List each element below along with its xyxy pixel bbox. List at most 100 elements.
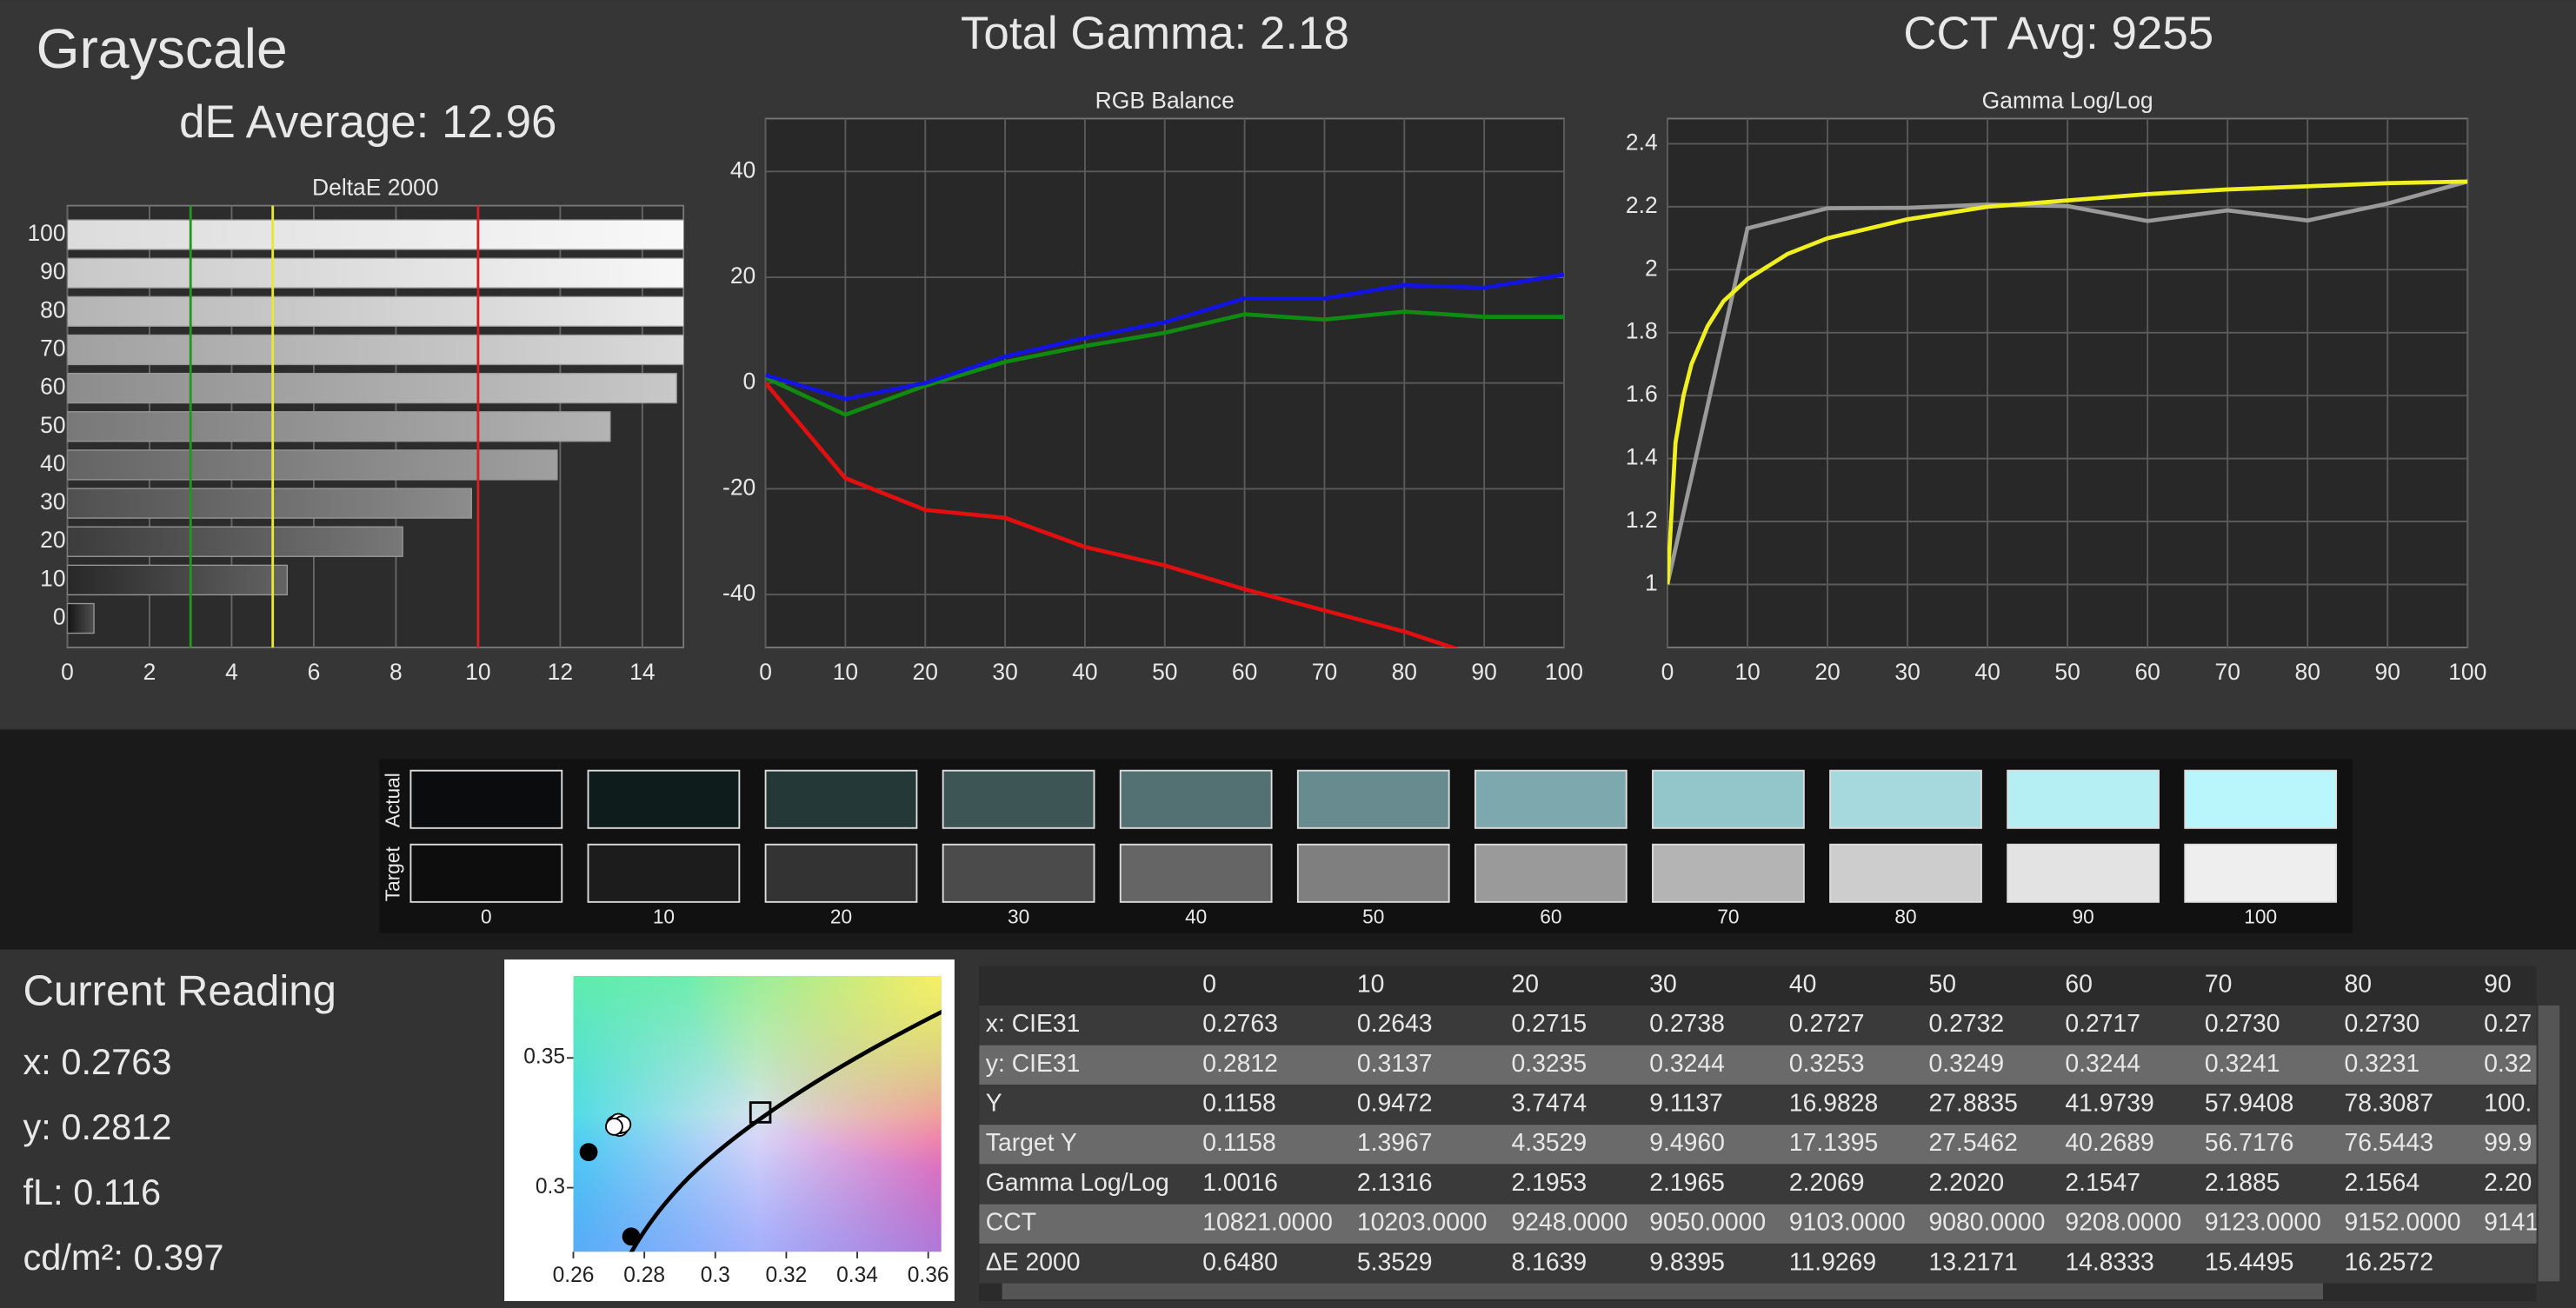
table-cell: 2.1316 bbox=[1357, 1169, 1433, 1197]
table-cell: 2.1564 bbox=[2345, 1169, 2420, 1197]
x-tick-label: 4 bbox=[225, 659, 238, 685]
table-cell: 16.9828 bbox=[1789, 1090, 1878, 1118]
series-line bbox=[1667, 179, 2468, 585]
x-tick-label: 20 bbox=[1814, 659, 1840, 685]
table-cell: 1.3967 bbox=[1357, 1129, 1433, 1157]
table-cell: 11.9269 bbox=[1789, 1248, 1876, 1276]
actual-swatch bbox=[942, 769, 1095, 829]
x-tick-label: 70 bbox=[2214, 659, 2240, 685]
bar bbox=[67, 219, 684, 250]
table-cell: 9248.0000 bbox=[1511, 1209, 1627, 1237]
table-cell: 0.2763 bbox=[1202, 1010, 1278, 1038]
reading-line: y: 0.2812 bbox=[23, 1106, 171, 1147]
x-tick-label: 60 bbox=[1232, 659, 1257, 685]
target-swatch bbox=[2007, 843, 2160, 903]
table-cell: 9080.0000 bbox=[1928, 1209, 2045, 1237]
x-tick-label: 50 bbox=[1152, 659, 1177, 685]
swatch-label: 20 bbox=[830, 906, 852, 928]
plot-layer: 0 10 20 30 40 50 60 70 80 90 x: CIE31 0.2763 0.2643 0… bbox=[979, 971, 2537, 1284]
y-tick-label: 0 bbox=[53, 604, 66, 630]
series-line bbox=[765, 272, 1564, 402]
table-cell: 78.3087 bbox=[2345, 1090, 2433, 1118]
x-tick-label: 40 bbox=[1072, 659, 1097, 685]
swatch-label: 90 bbox=[2072, 906, 2093, 928]
table-cell: 0.2730 bbox=[2205, 1010, 2280, 1038]
table-cell: Y bbox=[986, 1090, 1002, 1118]
table-cell: 100. bbox=[2484, 1090, 2532, 1118]
point bbox=[605, 1117, 623, 1136]
y-tick-label: 2.2 bbox=[1626, 192, 1658, 218]
scrollbar[interactable] bbox=[2538, 1005, 2560, 1282]
table-header: 70 bbox=[2205, 971, 2233, 999]
actual-swatch bbox=[2007, 769, 2160, 829]
chart-title: Gamma Log/Log bbox=[1982, 88, 2153, 114]
target-point bbox=[749, 1101, 772, 1124]
bar bbox=[67, 526, 403, 557]
bar bbox=[67, 411, 611, 442]
table-cell: 0.1158 bbox=[1202, 1129, 1276, 1157]
y-tick-label: 40 bbox=[730, 156, 755, 183]
x-tick-label: 12 bbox=[548, 659, 573, 685]
y-tick-label: 10 bbox=[40, 565, 65, 591]
y-tick-label: 100 bbox=[27, 220, 65, 246]
table-cell: 14.8333 bbox=[2065, 1248, 2153, 1276]
chart-title: RGB Balance bbox=[1095, 88, 1235, 114]
table-cell: 9.1137 bbox=[1649, 1090, 1723, 1118]
plot-layer bbox=[1667, 179, 2468, 585]
table-cell: y: CIE31 bbox=[986, 1050, 1081, 1078]
target-swatch bbox=[587, 843, 741, 903]
table-cell: 10203.0000 bbox=[1357, 1209, 1488, 1237]
table-cell: 2.20 bbox=[2484, 1169, 2532, 1197]
y-tick-label: 30 bbox=[40, 488, 65, 515]
table-header: 40 bbox=[1789, 971, 1817, 999]
bar bbox=[67, 564, 289, 596]
table-cell: 0.2730 bbox=[2345, 1010, 2420, 1038]
table-cell: 1.0016 bbox=[1202, 1169, 1278, 1197]
x-tick-label: 100 bbox=[2448, 659, 2486, 685]
table-cell: 0.2812 bbox=[1202, 1050, 1278, 1078]
x-tick-label: 0.36 bbox=[908, 1264, 949, 1287]
y-tick-label: 20 bbox=[40, 527, 65, 553]
y-tick-label: -20 bbox=[722, 474, 755, 500]
y-tick-label: 1.4 bbox=[1626, 444, 1658, 470]
table-row bbox=[979, 1164, 2537, 1205]
table-header: 10 bbox=[1357, 971, 1385, 999]
target-swatch bbox=[1829, 843, 1982, 903]
table-row bbox=[979, 1085, 2537, 1125]
page-title: Grayscale bbox=[37, 17, 288, 80]
reading-line: x: 0.2763 bbox=[23, 1041, 171, 1082]
x-tick-label: 80 bbox=[2295, 659, 2320, 685]
x-tick-label: 10 bbox=[465, 659, 490, 685]
swatch-label: 70 bbox=[1717, 906, 1739, 928]
table-cell: 0.2727 bbox=[1789, 1010, 1865, 1038]
y-tick-label: 40 bbox=[40, 450, 65, 476]
table-cell: 0.2738 bbox=[1649, 1010, 1725, 1038]
swatch-label: 60 bbox=[1540, 906, 1561, 928]
table-cell: 0.32 bbox=[2484, 1050, 2532, 1078]
reading-line: fL: 0.116 bbox=[23, 1172, 161, 1212]
table-cell: 2.2020 bbox=[1928, 1169, 2004, 1197]
table-cell: 13.2171 bbox=[1928, 1248, 2017, 1276]
x-tick-label: 90 bbox=[1471, 659, 1496, 685]
x-tick-label: 30 bbox=[1894, 659, 1920, 685]
y-tick-label: 0.3 bbox=[536, 1175, 565, 1198]
scrollbar[interactable] bbox=[1002, 1283, 2323, 1300]
table-cell: 0.3231 bbox=[2345, 1050, 2420, 1078]
table-cell: 2.1953 bbox=[1511, 1169, 1587, 1197]
table-cell: 5.3529 bbox=[1357, 1248, 1433, 1276]
series-line bbox=[1667, 179, 2468, 585]
table-cell: 40.2689 bbox=[2065, 1129, 2153, 1157]
actual-swatch bbox=[409, 769, 563, 829]
table-header: 50 bbox=[1928, 971, 1956, 999]
target-swatch bbox=[2184, 843, 2338, 903]
table-row bbox=[979, 1125, 2537, 1165]
table-cell: 0.3253 bbox=[1789, 1050, 1865, 1078]
table-cell: ΔE 2000 bbox=[986, 1248, 1081, 1276]
de-average: dE Average: 12.96 bbox=[179, 96, 556, 148]
x-tick-label: 10 bbox=[833, 659, 858, 685]
y-tick-label: 0.35 bbox=[523, 1046, 565, 1069]
plot-layer bbox=[765, 272, 1564, 647]
table-cell: 9152.0000 bbox=[2345, 1209, 2461, 1237]
table-cell: 27.8835 bbox=[1928, 1090, 2017, 1118]
